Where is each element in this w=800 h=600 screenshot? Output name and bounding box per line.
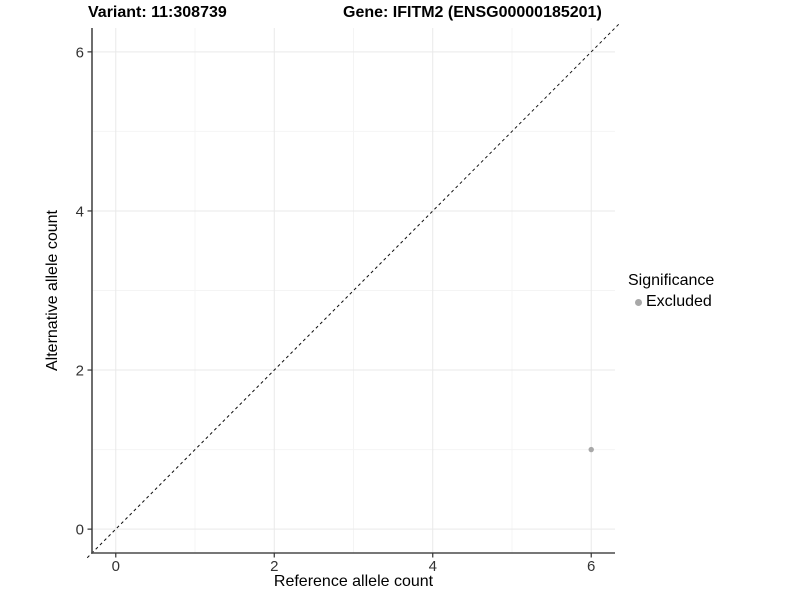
legend-point-icon xyxy=(635,298,642,306)
y-tick-label-4: 4 xyxy=(76,203,84,220)
x-tick-label-0: 0 xyxy=(112,558,120,575)
x-tick-label-6: 6 xyxy=(587,558,595,575)
x-axis-title: Reference allele count xyxy=(273,573,434,590)
legend-title: Significance xyxy=(628,272,715,289)
gene-title: Gene: IFITM2 (ENSG00000185201) xyxy=(343,4,602,21)
legend-item-excluded: Excluded xyxy=(628,293,714,311)
data-point-excluded xyxy=(588,446,594,453)
significance-legend: Significance Excluded xyxy=(628,272,714,311)
x-tick-label-2: 2 xyxy=(270,558,278,575)
y-tick-label-6: 6 xyxy=(76,44,84,61)
y-axis-title: Alternative allele count xyxy=(44,210,61,371)
legend-item-label: Excluded xyxy=(646,293,712,310)
variant-title: Variant: 11:308739 xyxy=(88,4,227,21)
x-tick-label-4: 4 xyxy=(429,558,437,575)
y-tick-label-0: 0 xyxy=(76,522,84,539)
y-tick-label-2: 2 xyxy=(76,363,84,380)
